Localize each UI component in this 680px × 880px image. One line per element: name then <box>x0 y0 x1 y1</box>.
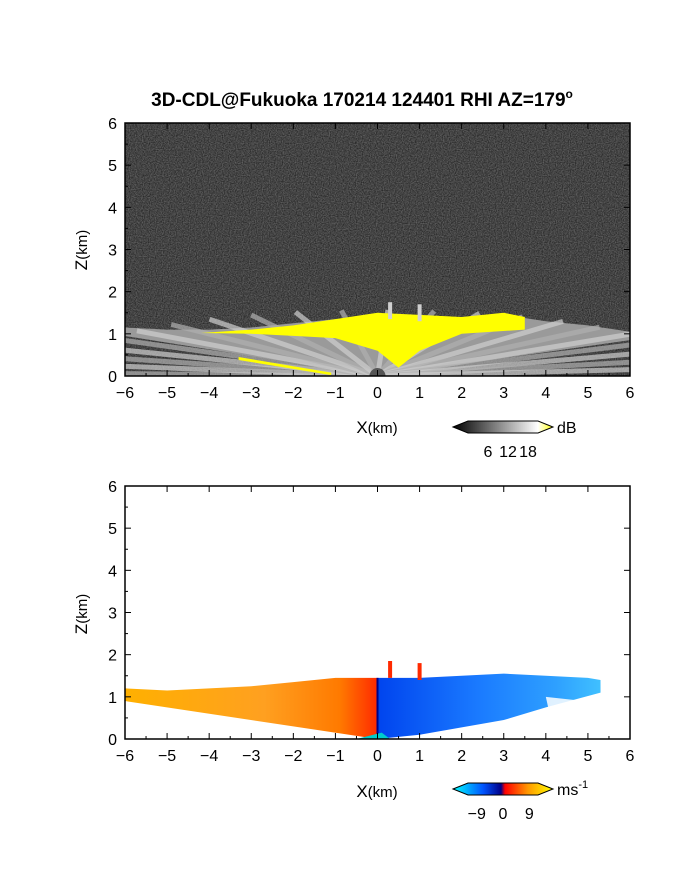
backscatter-x-tick-label: −3 <box>242 385 260 402</box>
echo-ray <box>377 367 630 376</box>
backscatter-x-tick-label: −6 <box>116 385 134 402</box>
velocity-x-tick-label: 4 <box>541 748 550 765</box>
velocity-y-tick-label: 2 <box>108 648 117 665</box>
backscatter-colorbar-bar <box>451 420 555 434</box>
backscatter-y-tick-label: 6 <box>108 116 117 133</box>
backscatter-colorbar-tick-label: 18 <box>519 444 537 461</box>
velocity-x-tick-label: 5 <box>583 748 592 765</box>
backscatter-y-axis-label: Z <box>72 260 91 270</box>
velocity-sparse-area <box>545 696 597 735</box>
velocity-y-tick-label: 5 <box>108 521 117 538</box>
echo-ray <box>208 316 379 376</box>
velocity-colorbar-tick-label: 0 <box>499 806 508 823</box>
backscatter-y-tick-label: 2 <box>108 285 117 302</box>
backscatter-colorbar-unit: dB <box>557 420 577 437</box>
velocity-y-axis-unit: (km) <box>74 594 91 624</box>
velocity-x-tick-label: −5 <box>158 748 176 765</box>
backscatter-y-tick-label: 1 <box>108 327 117 344</box>
velocity-x-tick-label: −4 <box>200 748 218 765</box>
velocity-y-tick-label: 3 <box>108 606 117 623</box>
velocity-colorbar-bar <box>451 782 555 796</box>
backscatter-x-axis-label: X <box>356 418 367 437</box>
velocity-colorbar-tick-label: 9 <box>525 806 534 823</box>
backscatter-y-tick-label: 4 <box>108 200 117 217</box>
velocity-echo-layer <box>125 661 601 739</box>
echo-ray <box>293 310 380 376</box>
velocity-positive-region <box>125 677 378 739</box>
velocity-x-tick-label: −6 <box>116 748 134 765</box>
velocity-y-tick-label: 0 <box>108 732 117 749</box>
backscatter-y-axis-unit: (km) <box>74 230 91 260</box>
velocity-spike <box>388 661 393 678</box>
backscatter-x-tick-label: 0 <box>373 385 382 402</box>
backscatter-x-tick-label: 1 <box>415 385 424 402</box>
backscatter-x-tick-label: −5 <box>158 385 176 402</box>
velocity-colorbar: −9 0 9 ms-1 <box>451 779 588 823</box>
velocity-colorbar-unit: ms-1 <box>557 779 588 799</box>
backscatter-x-tick-label: 6 <box>626 385 635 402</box>
backscatter-x-tick-label: 4 <box>541 385 550 402</box>
echo-high-intensity <box>200 312 525 368</box>
backscatter-x-axis-unit: (km) <box>368 420 398 437</box>
figure-title: 3D-CDL@Fukuoka 170214 124401 RHI AZ=179o <box>151 87 573 111</box>
velocity-spike <box>417 663 422 680</box>
velocity-axes: −6 −5 −4 −3 −2 −1 0 1 2 3 4 5 6 0 1 2 3 4 5 6 <box>108 479 634 765</box>
backscatter-x-tick-label: −2 <box>284 385 302 402</box>
title-main: 3D-CDL@Fukuoka 170214 124401 RHI AZ=179 <box>151 90 565 111</box>
velocity-x-axis-title: X(km) <box>356 782 397 801</box>
title-degree: o <box>566 87 573 101</box>
velocity-y-tick-label: 6 <box>108 479 117 496</box>
backscatter-x-tick-label: 2 <box>457 385 466 402</box>
backscatter-axes: −6 −5 −4 −3 −2 −1 0 1 2 3 4 5 6 0 1 2 3 4 5 6 <box>108 116 634 402</box>
backscatter-colorbar-tick-label: 6 <box>484 444 493 461</box>
velocity-y-axis-label: Z <box>72 624 91 634</box>
echo-ray <box>250 312 379 376</box>
backscatter-spike <box>388 302 393 320</box>
backscatter-colorbar-tick-label: 12 <box>499 444 517 461</box>
velocity-x-tick-label: −2 <box>284 748 302 765</box>
velocity-colorbar-ticks: −9 0 9 <box>468 806 534 823</box>
backscatter-x-tick-label: −1 <box>326 385 344 402</box>
velocity-near-site <box>356 732 391 739</box>
backscatter-y-tick-label: 3 <box>108 243 117 260</box>
backscatter-spike <box>417 304 422 322</box>
backscatter-x-tick-label: 3 <box>499 385 508 402</box>
backscatter-echo-layer <box>125 302 630 376</box>
backscatter-colorbar-ticks: 6 12 18 <box>484 444 537 461</box>
velocity-x-tick-label: 2 <box>457 748 466 765</box>
velocity-negative-region <box>377 673 601 739</box>
backscatter-colorbar: 6 12 18 dB <box>451 420 577 461</box>
velocity-y-tick-label: 1 <box>108 690 117 707</box>
velocity-colorbar-tick-label: −9 <box>468 806 486 823</box>
velocity-x-tick-label: −3 <box>242 748 260 765</box>
velocity-y-axis-title: Z(km) <box>72 594 91 634</box>
velocity-x-tick-label: 1 <box>415 748 424 765</box>
backscatter-x-tick-label: −4 <box>200 385 218 402</box>
velocity-colorbar-unit-exponent: -1 <box>578 779 588 791</box>
backscatter-y-tick-label: 0 <box>108 369 117 386</box>
velocity-x-tick-label: 3 <box>499 748 508 765</box>
velocity-x-axis-label: X <box>356 782 367 801</box>
backscatter-x-axis-title: X(km) <box>356 418 397 437</box>
velocity-x-tick-label: 6 <box>626 748 635 765</box>
velocity-x-tick-label: −1 <box>326 748 344 765</box>
velocity-x-axis-unit: (km) <box>368 784 398 801</box>
backscatter-y-axis-title: Z(km) <box>72 230 91 270</box>
velocity-colorbar-unit-base: ms <box>557 782 578 799</box>
velocity-x-tick-label: 0 <box>373 748 382 765</box>
echo-ray <box>170 322 379 376</box>
velocity-y-tick-label: 4 <box>108 563 117 580</box>
echo-ground-strip <box>238 357 332 376</box>
backscatter-y-tick-label: 5 <box>108 158 117 175</box>
backscatter-x-tick-label: 5 <box>583 385 592 402</box>
